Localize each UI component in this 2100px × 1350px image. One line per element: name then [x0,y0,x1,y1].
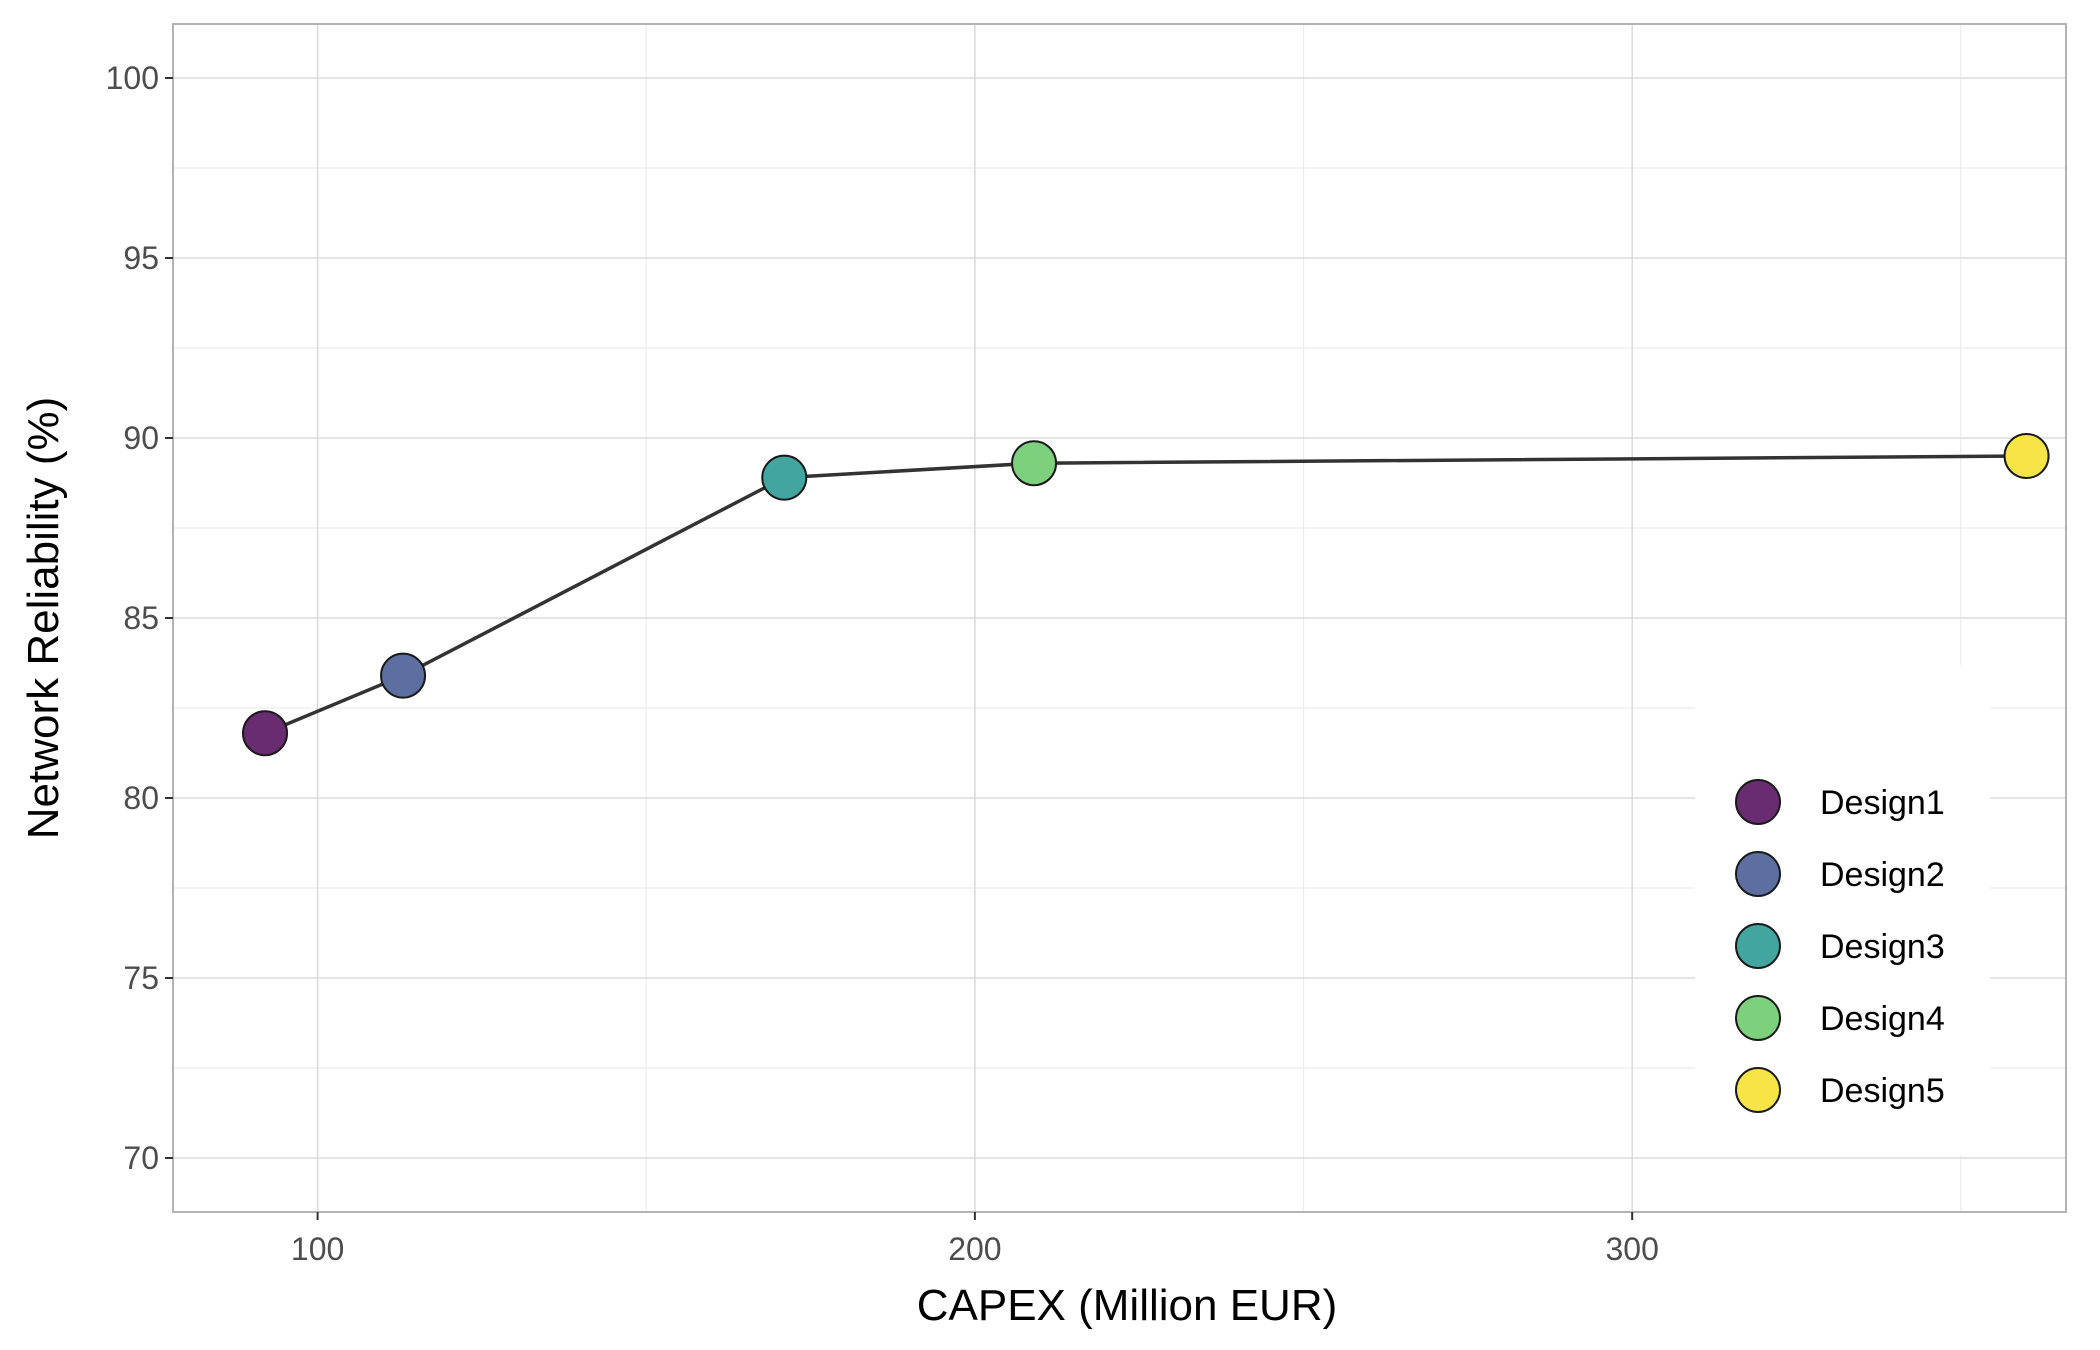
data-points [242,433,2050,757]
x-axis-title: CAPEX (Million EUR) [917,1281,1338,1330]
legend-key-design3 [1735,923,1781,969]
data-point-design1 [242,710,289,757]
major-gridlines [173,24,2066,1212]
y-tick-label: 75 [123,960,159,996]
data-point-design3 [761,454,808,501]
legend-key-design2 [1735,851,1781,897]
legend-label-design5: Design5 [1820,1072,1945,1110]
y-tick-label: 70 [123,1140,159,1176]
y-tick-label: 95 [123,240,159,276]
data-point-design2 [380,652,427,699]
y-tick-label: 90 [123,420,159,456]
x-tick-label: 200 [948,1231,1001,1267]
legend: Design1 Design2 Design3 Design4 Design5 [1695,665,1990,1155]
data-point-design4 [1011,440,1058,487]
x-axis-ticks: 100 200 300 [291,1212,1659,1267]
legend-key-design5 [1735,1067,1781,1113]
y-tick-label: 100 [106,60,159,96]
y-axis-ticks: 70 75 80 85 90 95 100 [106,60,173,1176]
legend-label-design2: Design2 [1820,856,1945,894]
legend-label-design3: Design3 [1820,928,1945,966]
legend-key-design4 [1735,995,1781,1041]
x-tick-label: 100 [291,1231,344,1267]
data-point-design5 [2003,433,2050,479]
x-tick-label: 300 [1605,1231,1658,1267]
y-axis-title: Network Reliability (%) [19,397,68,840]
y-tick-label: 85 [123,600,159,636]
legend-label-design1: Design1 [1820,784,1945,822]
y-tick-label: 80 [123,780,159,816]
legend-key-design1 [1735,779,1781,825]
legend-label-design4: Design4 [1820,1000,1945,1038]
